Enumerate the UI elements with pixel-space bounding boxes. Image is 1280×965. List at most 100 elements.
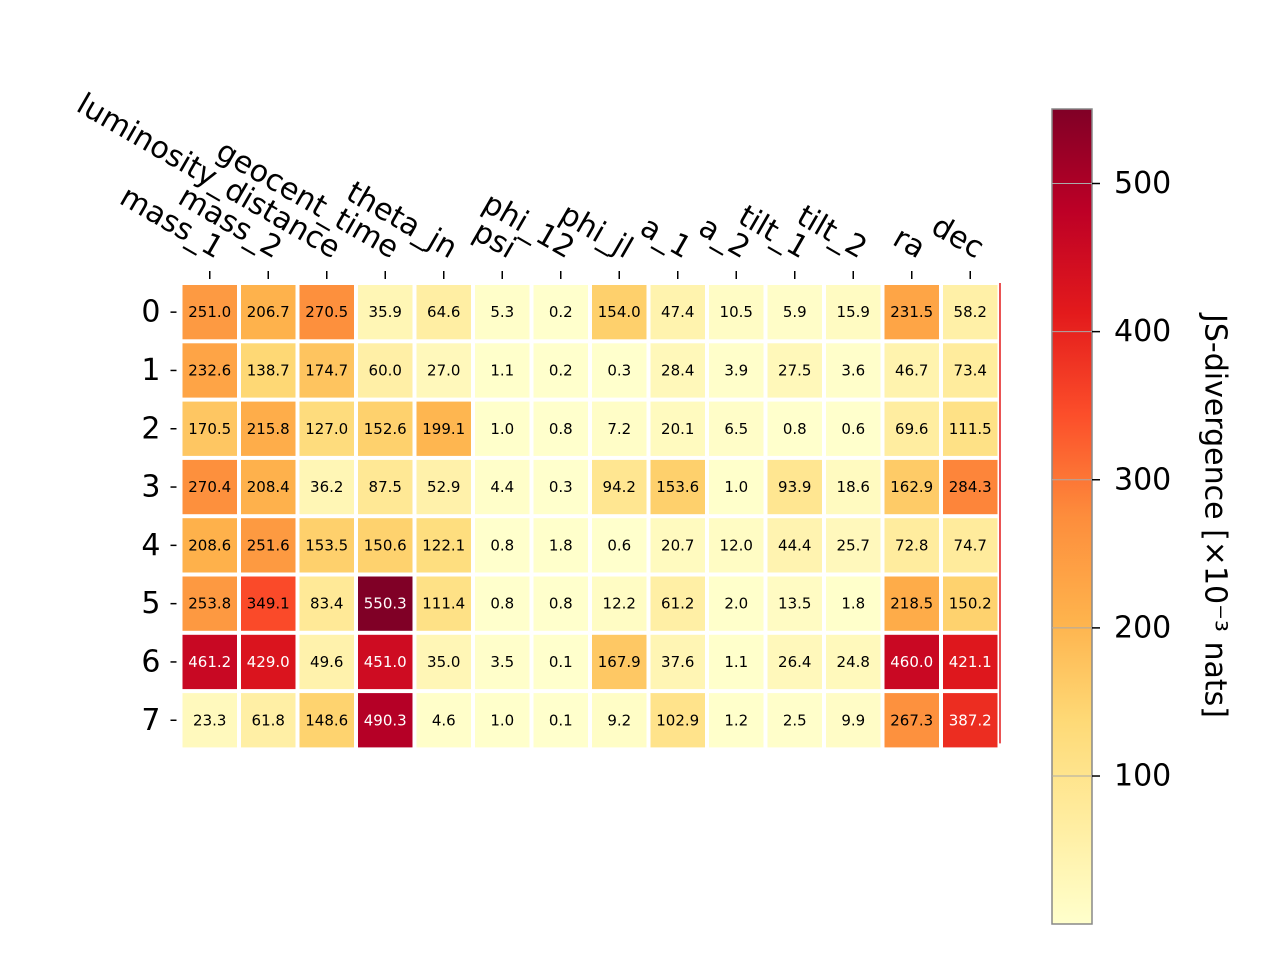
cell-value-label: 12.2: [603, 595, 636, 613]
cell-value-label: 0.8: [490, 536, 514, 554]
heatmap-cell-r5-tilt_2: [826, 576, 881, 631]
cell-value-label: 0.8: [549, 595, 573, 613]
heatmap-cell-r6-phi_jl: [592, 634, 647, 690]
heatmap-cell-r7-dec: [943, 693, 998, 748]
cell-value-label: 35.9: [369, 303, 402, 321]
cell-value-label: 2.0: [724, 595, 748, 613]
heatmap-cell-r1-geocent_time: [358, 343, 413, 398]
colorbar-tick-label: 200: [1114, 610, 1171, 645]
heatmap-cell-r4-geocent_time: [358, 518, 413, 573]
heatmap-cell-r5-psi: [475, 576, 530, 631]
cell-value-label: 13.5: [778, 595, 811, 613]
heatmap-cell-r5-tilt_1: [767, 576, 822, 631]
cell-value-label: 3.6: [841, 361, 865, 379]
heatmap-cell-r3-phi_12: [533, 459, 588, 515]
cell-value-label: 37.6: [661, 653, 694, 671]
cell-value-label: 23.3: [193, 711, 226, 729]
colorbar-label: JS-divergence [×10⁻³ nats]: [1198, 312, 1233, 718]
cell-value-label: 15.9: [837, 303, 870, 321]
heatmap-cell-r2-tilt_1: [767, 401, 822, 456]
x-axis: mass_1mass_2luminosity_distancegeocent_t…: [71, 87, 990, 279]
heatmap-cell-r6-psi: [475, 634, 530, 690]
heatmap-cell-r5-mass_2: [241, 576, 296, 631]
cell-value-label: 1.1: [490, 361, 514, 379]
heatmap-cell-r4-theta_jn: [416, 518, 471, 573]
cell-value-label: 111.4: [422, 595, 465, 613]
cell-value-label: 46.7: [895, 361, 928, 379]
cell-value-label: 153.6: [656, 478, 699, 496]
cell-value-label: 61.2: [661, 595, 694, 613]
heatmap-cell-r7-ra: [884, 693, 939, 748]
heatmap-cell-r4-phi_jl: [592, 518, 647, 573]
cell-value-label: 58.2: [954, 303, 987, 321]
cell-value-label: 0.1: [549, 711, 573, 729]
heatmap-cell-r3-tilt_2: [826, 459, 881, 515]
y-tick-label-0: 0: [141, 295, 160, 330]
heatmap-cell-r6-ra: [884, 634, 939, 690]
heatmap-cell-r7-geocent_time: [358, 693, 413, 748]
heatmap-cell-r3-theta_jn: [416, 459, 471, 515]
cell-value-label: 1.0: [490, 420, 514, 438]
heatmap-cell-r3-a_2: [709, 459, 764, 515]
cell-value-label: 122.1: [422, 536, 465, 554]
cell-value-label: 102.9: [656, 711, 699, 729]
heatmap-cell-r4-mass_2: [241, 518, 296, 573]
cell-value-label: 162.9: [890, 478, 933, 496]
heatmap-cell-r6-theta_jn: [416, 634, 471, 690]
cell-value-label: 28.4: [661, 361, 694, 379]
colorbar: 100 200 300 400 500 JS-divergence [×10⁻³ nat…: [1051, 108, 1233, 925]
heatmap-cell-r7-theta_jn: [416, 693, 471, 748]
heatmap-cell-r0-psi: [475, 285, 530, 340]
cell-value-label: 251.0: [188, 303, 231, 321]
x-tick-label-a-1: a_1: [634, 209, 697, 266]
heatmap-cell-r7-a_1: [650, 693, 705, 748]
cell-value-label: 1.0: [490, 711, 514, 729]
heatmap-cell-r3-mass_1: [182, 459, 237, 515]
cell-value-label: 20.7: [661, 536, 694, 554]
y-tick-label-1: 1: [141, 353, 160, 388]
heatmap-cell-r7-mass_1: [182, 693, 237, 748]
heatmap-cell-r2-luminosity_distance: [299, 401, 354, 456]
heatmap-cell-r1-luminosity_distance: [299, 343, 354, 398]
heatmap-cell-r0-tilt_1: [767, 285, 822, 340]
heatmap-cell-r0-theta_jn: [416, 285, 471, 340]
cell-value-label: 349.1: [247, 595, 290, 613]
heatmap-cell-r7-luminosity_distance: [299, 693, 354, 748]
heatmap-cell-r6-luminosity_distance: [299, 634, 354, 690]
cell-value-label: 550.3: [364, 595, 407, 613]
heatmap-cell-r4-phi_12: [533, 518, 588, 573]
heatmap-cell-r2-geocent_time: [358, 401, 413, 456]
heatmap-cell-r2-a_1: [650, 401, 705, 456]
heatmap-cell-r4-dec: [943, 518, 998, 573]
heatmap-cell-r0-a_1: [650, 285, 705, 340]
cell-value-label: 170.5: [188, 420, 231, 438]
cell-value-label: 0.2: [549, 303, 573, 321]
cell-value-label: 206.7: [247, 303, 290, 321]
colorbar-tick-label: 300: [1114, 462, 1171, 497]
heatmap-cell-r1-ra: [884, 343, 939, 398]
heatmap-cell-r2-dec: [943, 401, 998, 456]
cell-value-label: 27.5: [778, 361, 811, 379]
cell-value-label: 253.8: [188, 595, 231, 613]
cell-value-label: 111.5: [949, 420, 992, 438]
cell-value-label: 1.8: [549, 536, 573, 554]
cell-value-label: 25.7: [837, 536, 870, 554]
cell-value-label: 52.9: [427, 478, 460, 496]
heatmap-cell-r0-luminosity_distance: [299, 285, 354, 340]
cell-value-label: 24.8: [837, 653, 870, 671]
heatmap-cell-r7-phi_12: [533, 693, 588, 748]
heatmap-cell-r2-phi_12: [533, 401, 588, 456]
cell-value-label: 4.6: [432, 711, 456, 729]
cell-value-label: 0.8: [549, 420, 573, 438]
heatmap-cell-r7-tilt_2: [826, 693, 881, 748]
heatmap-cell-r1-a_2: [709, 343, 764, 398]
heatmap-cell-r7-a_2: [709, 693, 764, 748]
cell-value-label: 5.9: [783, 303, 807, 321]
cell-value-label: 153.5: [305, 536, 348, 554]
heatmap-cell-r1-a_1: [650, 343, 705, 398]
heatmap-cell-r4-luminosity_distance: [299, 518, 354, 573]
cell-value-label: 61.8: [252, 711, 285, 729]
heatmap-cell-r0-tilt_2: [826, 285, 881, 340]
heatmap-cell-r3-ra: [884, 459, 939, 515]
heatmap-cell-r6-phi_12: [533, 634, 588, 690]
